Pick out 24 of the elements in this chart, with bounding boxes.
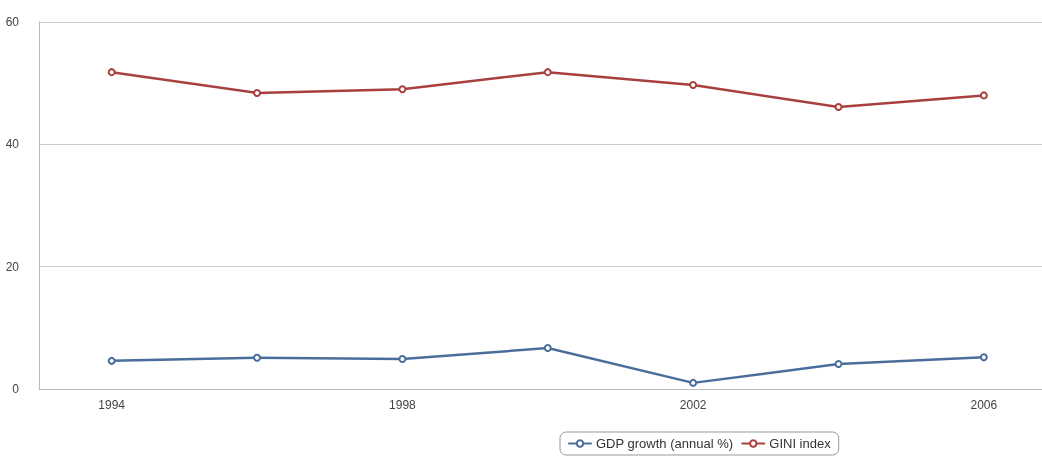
point <box>834 103 843 112</box>
y-tick-label: 40 <box>5 137 20 152</box>
point <box>689 378 698 387</box>
point <box>543 68 552 77</box>
point <box>398 85 407 94</box>
point <box>107 356 116 365</box>
legend-label: GINI index <box>769 436 832 451</box>
y-tick-label: 20 <box>5 259 20 274</box>
point <box>253 353 262 362</box>
x-tick-label: 1998 <box>389 398 417 412</box>
point <box>543 344 552 353</box>
point <box>398 355 407 364</box>
y-tick-label: 60 <box>5 15 20 29</box>
x-tick-label: 1994 <box>98 398 126 412</box>
y-tick-label: 0 <box>12 382 20 396</box>
point <box>107 68 116 77</box>
x-tick-label: 2002 <box>679 398 707 412</box>
point <box>834 359 843 368</box>
x-tick-label: 2006 <box>970 398 998 412</box>
point <box>979 353 988 362</box>
point <box>979 91 988 100</box>
point <box>689 81 698 89</box>
point <box>253 88 262 97</box>
legend-label: GDP growth (annual %) <box>596 436 734 451</box>
